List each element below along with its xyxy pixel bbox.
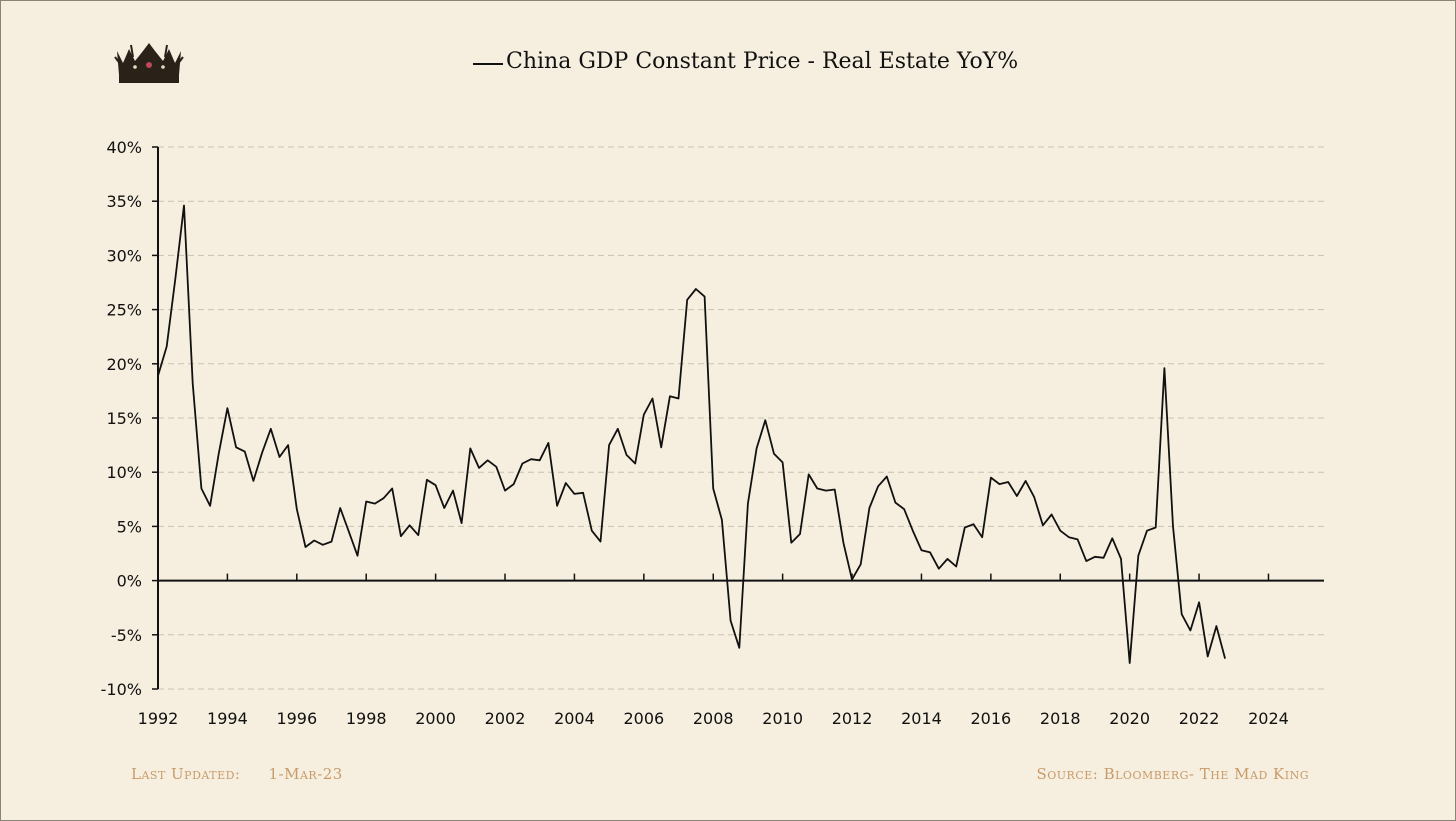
last-updated-value: 1-Mar-23 [268, 765, 343, 783]
last-updated-label: Last Updated: [131, 765, 241, 783]
x-tick-label-10: 2012 [832, 709, 873, 728]
x-tick-label-9: 2010 [762, 709, 803, 728]
x-tick-label-6: 2004 [554, 709, 595, 728]
x-tick-label-11: 2014 [901, 709, 942, 728]
x-tick-label-13: 2018 [1040, 709, 1081, 728]
y-tick-label-0: 40% [106, 138, 142, 157]
x-tick-label-2: 1996 [276, 709, 317, 728]
y-tick-label-3: 25% [106, 301, 142, 320]
crown-icon [114, 43, 184, 83]
x-tick-label-1: 1994 [207, 709, 248, 728]
x-tick-label-5: 2002 [485, 709, 526, 728]
y-tick-label-1: 35% [106, 192, 142, 211]
source-note: Source: Bloomberg- The Mad King [1036, 765, 1309, 783]
x-tick-label-0: 1992 [138, 709, 179, 728]
chart-title-text: China GDP Constant Price - Real Estate Y… [506, 49, 1019, 74]
y-tick-label-2: 30% [106, 246, 142, 265]
x-tick-label-16: 2024 [1248, 709, 1289, 728]
x-tick-label-4: 2000 [415, 709, 456, 728]
y-tick-label-9: -5% [111, 626, 142, 645]
y-tick-label-4: 20% [106, 355, 142, 374]
y-tick-label-7: 5% [117, 517, 142, 536]
x-tick-label-7: 2006 [623, 709, 664, 728]
x-tick-label-12: 2016 [970, 709, 1011, 728]
x-tick-label-8: 2008 [693, 709, 734, 728]
line-chart: 40% 35% 30% 25% 20% 15% 10% 5% 0% -5% -10% 1992 1994… [101, 138, 1324, 728]
series-line-0 [157, 204, 1226, 664]
legend-swatch [473, 63, 503, 65]
y-tick-label-8: 0% [117, 572, 142, 591]
x-tick-label-3: 1998 [346, 709, 387, 728]
x-tick-label-15: 2022 [1179, 709, 1220, 728]
y-tick-label-10: -10% [101, 680, 142, 699]
y-tick-label-5: 15% [106, 409, 142, 428]
x-tick-label-14: 2020 [1109, 709, 1150, 728]
last-updated: Last Updated: 1-Mar-23 [131, 765, 343, 783]
chart-title: China GDP Constant Price - Real Estate Y… [473, 49, 1018, 74]
y-tick-label-6: 10% [106, 463, 142, 482]
